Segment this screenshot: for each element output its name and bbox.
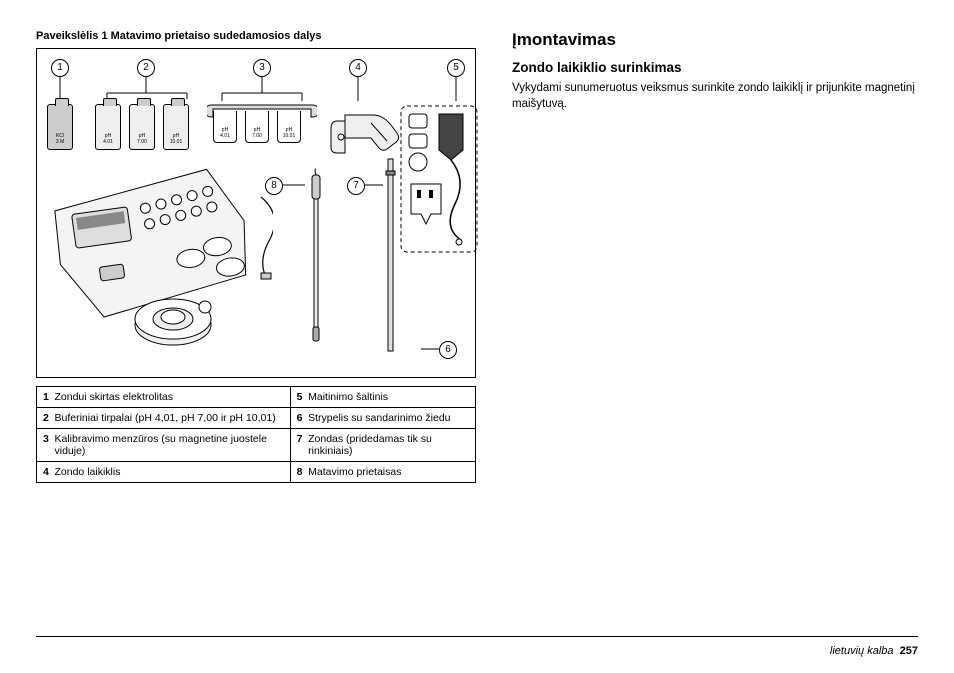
meter-device: [43, 167, 273, 357]
footer-lang: lietuvių kalba: [830, 645, 894, 657]
body-text: Vykydami sunumeruotus veiksmus surinkite…: [512, 81, 918, 112]
legend-body: 1 Zondui skirtas elektrolitas 5 Maitinim…: [37, 387, 476, 483]
section-heading: Įmontavimas: [512, 30, 918, 50]
bottle-ph401: pH 4.01: [95, 104, 121, 150]
callout-7: 7: [347, 177, 365, 195]
callout-5: 5: [447, 59, 465, 77]
table-row: 1 Zondui skirtas elektrolitas 5 Maitinim…: [37, 387, 476, 408]
table-row: 2 Buferiniai tirpalai (pH 4,01, pH 7,00 …: [37, 408, 476, 429]
beaker-1: pH 4.01: [213, 111, 237, 143]
bottle-ph700: pH 7.00: [129, 104, 155, 150]
table-row: 4 Zondo laikiklis 8 Matavimo prietaisas: [37, 462, 476, 483]
callout-6: 6: [439, 341, 457, 359]
footer-page: 257: [900, 645, 918, 657]
callout-1: 1: [51, 59, 69, 77]
subsection-heading: Zondo laikiklio surinkimas: [512, 60, 918, 75]
legend-table: 1 Zondui skirtas elektrolitas 5 Maitinim…: [36, 386, 476, 483]
figure-title: Paveikslėlis 1 Matavimo prietaiso sudeda…: [36, 30, 476, 42]
power-supply: [399, 104, 479, 254]
bottle-kcl-label: KCl 3 M: [50, 133, 70, 145]
probe-icon: [302, 167, 332, 347]
beaker-3: pH 10.01: [277, 111, 301, 143]
rod-icon: [381, 157, 401, 357]
footer-rule: [36, 636, 918, 637]
callout-3: 3: [253, 59, 271, 77]
footer: lietuvių kalba 257: [830, 645, 918, 657]
bottle-ph1001: pH 10.01: [163, 104, 189, 150]
callout-4: 4: [349, 59, 367, 77]
beaker-2: pH 7.00: [245, 111, 269, 143]
callout-2: 2: [137, 59, 155, 77]
bottle-kcl: KCl 3 M: [47, 104, 73, 150]
table-row: 3 Kalibravimo menzūros (su magnetine juo…: [37, 429, 476, 462]
figure-illustration: 1 2 3 4 5: [36, 48, 476, 378]
